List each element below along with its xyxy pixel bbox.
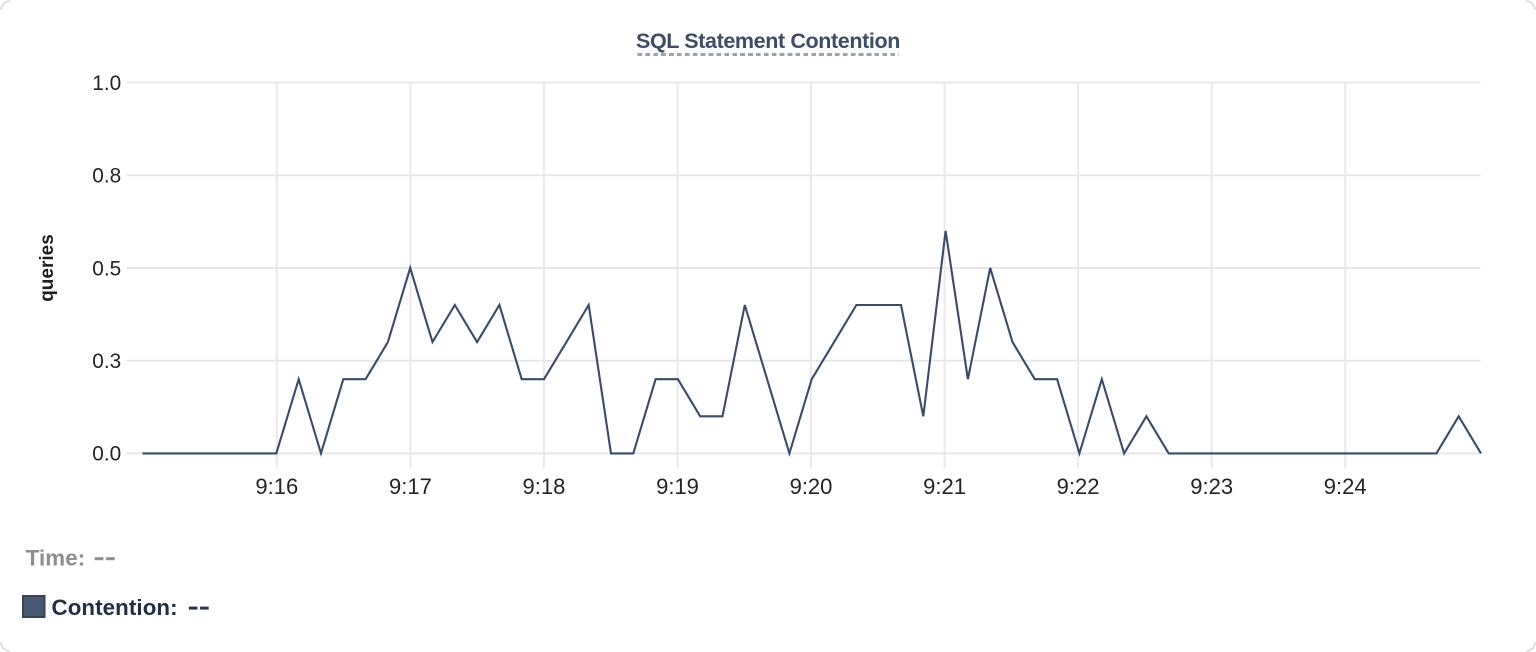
svg-text:Contention:: Contention: <box>52 595 178 620</box>
svg-text:1.0: 1.0 <box>92 72 121 95</box>
svg-text:9:19: 9:19 <box>656 474 699 499</box>
svg-text:9:18: 9:18 <box>522 474 565 499</box>
svg-text:Time:: Time: <box>26 546 86 571</box>
svg-text:9:24: 9:24 <box>1324 474 1367 499</box>
svg-text:9:21: 9:21 <box>923 474 966 499</box>
svg-text:9:20: 9:20 <box>790 474 833 499</box>
svg-text:9:17: 9:17 <box>389 474 432 499</box>
svg-text:0.5: 0.5 <box>92 257 121 280</box>
svg-text:0.3: 0.3 <box>92 350 121 373</box>
svg-text:0.8: 0.8 <box>92 165 121 188</box>
svg-text:9:23: 9:23 <box>1190 474 1233 499</box>
svg-text:9:22: 9:22 <box>1057 474 1100 499</box>
svg-text:0.0: 0.0 <box>92 443 121 466</box>
svg-text:9:16: 9:16 <box>255 474 298 499</box>
